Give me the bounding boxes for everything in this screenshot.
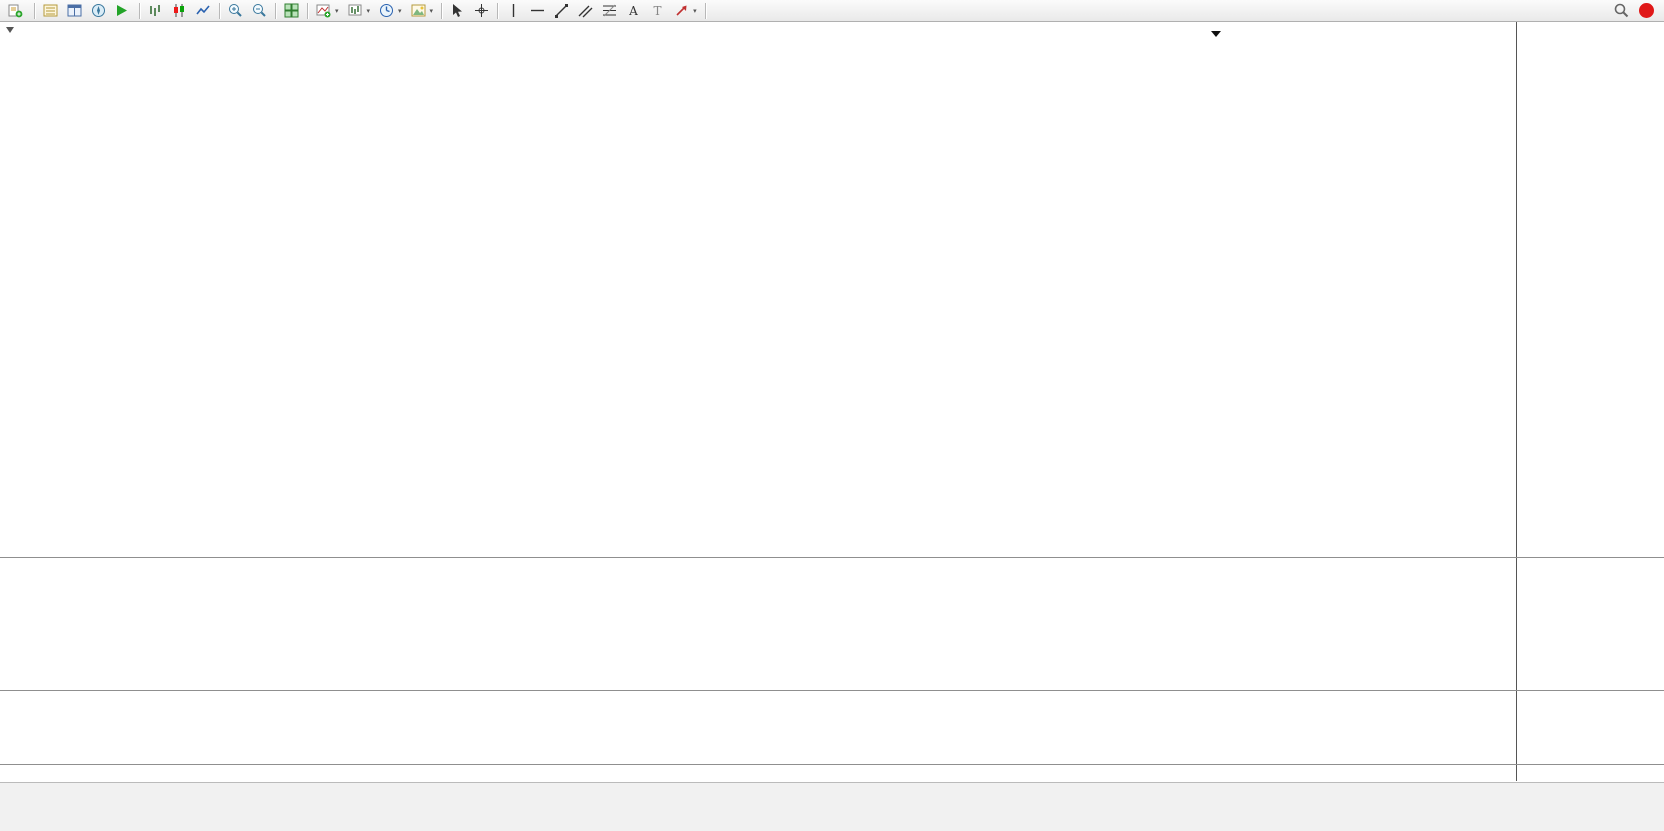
bar-chart-button[interactable] bbox=[144, 1, 167, 21]
macd-label bbox=[4, 560, 10, 572]
new-chart-icon bbox=[348, 4, 362, 16]
zoom-in-icon bbox=[229, 4, 242, 17]
fibonacci-icon bbox=[603, 4, 617, 17]
toolbar-separator bbox=[497, 2, 499, 19]
templates-icon bbox=[411, 4, 426, 17]
zoom-out-button[interactable] bbox=[248, 1, 271, 21]
horizontal-line-tool-button[interactable] bbox=[526, 1, 549, 21]
toolbar-separator bbox=[219, 2, 220, 19]
new-chart-button[interactable]: ▾ bbox=[344, 1, 375, 21]
navigator-icon bbox=[92, 4, 105, 17]
search-icon bbox=[1614, 3, 1629, 18]
line-chart-icon bbox=[196, 5, 210, 15]
search-button[interactable] bbox=[1610, 1, 1633, 21]
crosshair-icon bbox=[475, 4, 489, 17]
time-axis[interactable] bbox=[0, 765, 1516, 782]
chart-header bbox=[6, 26, 31, 34]
toolbar-separator bbox=[441, 2, 443, 19]
crosshair-tool-button[interactable] bbox=[470, 1, 493, 21]
toolbar-separator bbox=[34, 2, 35, 19]
text-tool-button[interactable]: A bbox=[622, 1, 645, 21]
rsi-label bbox=[4, 693, 10, 705]
templates-button[interactable]: ▾ bbox=[407, 1, 438, 21]
indicators-button[interactable]: ▾ bbox=[312, 1, 343, 21]
macd-panel[interactable] bbox=[0, 558, 1516, 690]
line-chart-button[interactable] bbox=[192, 1, 215, 21]
panel-separator[interactable] bbox=[0, 690, 1664, 691]
notification-badge[interactable] bbox=[1639, 3, 1654, 18]
cursor-icon bbox=[453, 4, 463, 17]
bottom-strip bbox=[0, 782, 1664, 831]
toolbar-separator bbox=[704, 2, 706, 19]
chevron-down-icon: ▾ bbox=[366, 7, 371, 15]
zoom-in-button[interactable] bbox=[224, 1, 247, 21]
arrows-icon bbox=[676, 5, 687, 16]
chevron-down-icon: ▾ bbox=[398, 7, 402, 15]
market-watch-icon bbox=[43, 4, 58, 17]
toolbar-separator bbox=[139, 2, 140, 19]
price-axis[interactable] bbox=[1516, 22, 1664, 781]
toolbar: ▾ ▾ ▾ ▾ bbox=[0, 0, 1664, 22]
vertical-line-icon bbox=[512, 4, 515, 17]
one-click-trading-toggle-icon[interactable] bbox=[6, 26, 15, 34]
toolbar-separator bbox=[307, 2, 308, 19]
navigator-button[interactable] bbox=[87, 1, 110, 21]
chevron-down-icon: ▾ bbox=[335, 7, 339, 15]
cursor-tool-button[interactable] bbox=[446, 1, 469, 21]
label-tool-button[interactable]: T bbox=[646, 1, 669, 21]
svg-text:T: T bbox=[654, 4, 662, 18]
new-order-icon bbox=[8, 4, 23, 18]
price-chart[interactable] bbox=[0, 22, 1516, 557]
candlestick-chart-icon bbox=[174, 4, 184, 17]
bar-chart-icon bbox=[150, 5, 160, 16]
fibonacci-tool-button[interactable] bbox=[598, 1, 621, 21]
data-window-button[interactable] bbox=[63, 1, 86, 21]
periods-button[interactable]: ▾ bbox=[375, 1, 406, 21]
svg-text:A: A bbox=[628, 4, 638, 18]
tile-windows-button[interactable] bbox=[280, 1, 303, 21]
new-order-button[interactable] bbox=[4, 1, 30, 21]
data-window-icon bbox=[67, 4, 82, 17]
zoom-out-icon bbox=[253, 4, 266, 17]
toolbar-separator bbox=[275, 2, 276, 19]
auto-trading-icon bbox=[117, 5, 127, 16]
candlestick-chart-button[interactable] bbox=[168, 1, 191, 21]
label-icon: T bbox=[654, 4, 662, 18]
text-icon: A bbox=[628, 4, 638, 18]
horizontal-line-icon bbox=[531, 9, 545, 12]
trendline-tool-button[interactable] bbox=[550, 1, 573, 21]
vertical-line-tool-button[interactable] bbox=[502, 1, 525, 21]
panel-separator[interactable] bbox=[0, 764, 1664, 765]
market-watch-button[interactable] bbox=[39, 1, 62, 21]
trendline-icon bbox=[555, 4, 569, 18]
auto-trading-button[interactable] bbox=[111, 1, 135, 21]
channel-icon bbox=[578, 5, 593, 18]
channel-tool-button[interactable] bbox=[574, 1, 597, 21]
tile-windows-icon bbox=[284, 3, 299, 18]
chevron-down-icon: ▾ bbox=[693, 7, 697, 15]
panel-separator[interactable] bbox=[0, 557, 1664, 558]
toolbar-right-group bbox=[1610, 1, 1660, 21]
periods-icon bbox=[380, 4, 394, 17]
indicators-icon bbox=[316, 4, 331, 18]
chevron-down-icon: ▾ bbox=[429, 7, 434, 15]
chart-shift-marker[interactable] bbox=[1210, 25, 1222, 43]
rsi-panel[interactable] bbox=[0, 691, 1516, 764]
arrows-tool-button[interactable]: ▾ bbox=[670, 1, 701, 21]
